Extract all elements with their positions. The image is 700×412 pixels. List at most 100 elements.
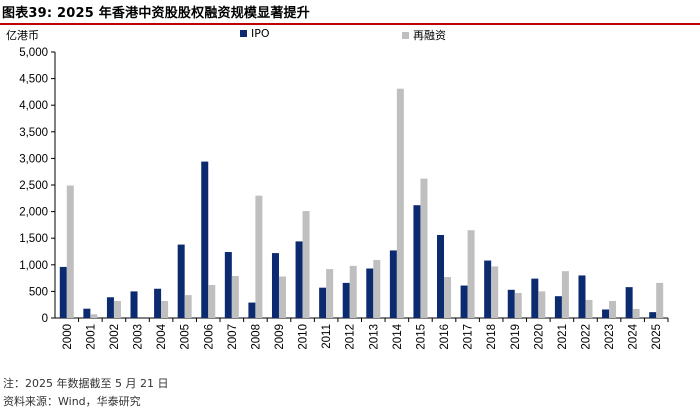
x-tick-label-2007: 2007: [227, 324, 239, 350]
bar-refinancing-2010: [302, 211, 310, 318]
x-tick-label-2014: 2014: [392, 323, 404, 349]
bar-refinancing-2018: [491, 266, 499, 318]
bar-refinancing-2015: [420, 178, 428, 318]
x-tick-label-2025: 2025: [651, 324, 663, 350]
bar-refinancing-2014: [396, 88, 404, 318]
bar-refinancing-2000: [66, 185, 74, 318]
y-tick-label: 4,000: [19, 100, 48, 112]
y-tick-label: 3,500: [19, 127, 48, 139]
bar-ipo-2025: [649, 312, 657, 318]
bar-refinancing-2020: [538, 291, 546, 318]
bar-refinancing-2005: [184, 295, 192, 318]
bar-ipo-2018: [484, 260, 492, 318]
y-tick-label: 1,000: [19, 260, 48, 272]
x-tick-label-2019: 2019: [510, 324, 522, 350]
bar-ipo-2005: [177, 244, 185, 318]
x-tick-label-2001: 2001: [85, 324, 97, 350]
bar-refinancing-2009: [278, 276, 286, 318]
y-tick-label: 0: [42, 313, 48, 325]
y-tick-label: 1,500: [19, 233, 48, 245]
bar-ipo-2004: [154, 288, 162, 318]
x-tick-label-2000: 2000: [62, 324, 74, 350]
bar-ipo-2011: [319, 287, 327, 318]
x-tick-label-2010: 2010: [298, 324, 310, 350]
bar-refinancing-2019: [514, 292, 522, 318]
x-tick-label-2020: 2020: [533, 324, 545, 350]
x-tick-label-2013: 2013: [368, 324, 380, 350]
bar-ipo-2003: [130, 291, 138, 318]
x-tick-label-2008: 2008: [250, 324, 262, 350]
bar-ipo-2013: [366, 268, 374, 318]
x-tick-label-2017: 2017: [463, 324, 475, 350]
bar-refinancing-2024: [632, 308, 640, 318]
footnote: 注：2025 年数据截至 5 月 21 日: [3, 377, 169, 390]
legend-label-ipo: IPO: [251, 27, 270, 40]
y-tick-label: 2,500: [19, 180, 48, 192]
y-tick-label: 3,000: [19, 153, 48, 165]
bar-refinancing-2017: [467, 230, 475, 318]
source-note: 资料来源：Wind，华泰研究: [3, 395, 141, 408]
x-tick-label-2011: 2011: [321, 324, 333, 349]
bar-ipo-2024: [625, 287, 633, 318]
x-tick-label-2021: 2021: [557, 324, 569, 350]
x-tick-label-2018: 2018: [486, 324, 498, 350]
x-tick-label-2003: 2003: [133, 324, 145, 350]
y-axis-unit: 亿港币: [6, 29, 39, 42]
x-tick-label-2006: 2006: [203, 324, 215, 350]
bar-ipo-2002: [106, 297, 114, 318]
bar-ipo-2008: [248, 302, 256, 318]
bar-ipo-2022: [578, 275, 586, 318]
bar-ipo-2006: [201, 161, 209, 318]
legend-label-refinancing: 再融资: [413, 29, 446, 42]
bar-ipo-2020: [531, 278, 539, 318]
bar-ipo-2021: [554, 296, 562, 318]
bar-ipo-2001: [83, 308, 91, 318]
x-tick-label-2016: 2016: [439, 324, 451, 350]
bar-refinancing-2021: [561, 271, 569, 318]
x-tick-label-2002: 2002: [109, 324, 121, 350]
bar-refinancing-2016: [444, 277, 452, 318]
y-tick-label: 5,000: [19, 47, 48, 59]
legend-item-ipo: IPO: [240, 27, 270, 40]
bar-ipo-2010: [295, 241, 303, 318]
bar-ipo-2014: [389, 250, 397, 318]
x-tick-label-2024: 2024: [628, 323, 640, 349]
bar-ipo-2009: [271, 253, 279, 318]
bar-ipo-2019: [507, 289, 515, 318]
bar-refinancing-2007: [231, 275, 239, 318]
x-tick-label-2022: 2022: [580, 324, 592, 350]
y-tick-label: 500: [29, 286, 48, 298]
x-tick-label-2009: 2009: [274, 324, 286, 350]
bar-ipo-2015: [413, 205, 421, 318]
bar-refinancing-2013: [373, 260, 381, 318]
x-tick-label-2004: 2004: [156, 323, 168, 349]
x-tick-label-2023: 2023: [604, 324, 616, 350]
bar-refinancing-2001: [90, 314, 98, 318]
bar-ipo-2007: [224, 252, 232, 318]
y-tick-label: 4,500: [19, 74, 48, 86]
bar-refinancing-2008: [255, 195, 263, 318]
legend-swatch-refinancing: [402, 31, 409, 39]
x-tick-label-2015: 2015: [415, 324, 427, 350]
bar-ipo-2016: [437, 235, 445, 318]
y-tick-label: 2,000: [19, 207, 48, 219]
legend-item-refinancing: 再融资: [402, 27, 446, 43]
bar-refinancing-2023: [609, 300, 617, 318]
bar-refinancing-2012: [349, 265, 357, 318]
chart-title: 图表39: 2025 年香港中资股股权融资规模显著提升: [2, 6, 310, 21]
bar-refinancing-2002: [113, 300, 121, 318]
bar-refinancing-2022: [585, 299, 593, 318]
title-rule: [0, 23, 700, 25]
bar-refinancing-2006: [208, 285, 216, 318]
x-tick-label-2012: 2012: [345, 324, 357, 350]
bar-ipo-2017: [460, 285, 468, 318]
bar-ipo-2000: [59, 266, 67, 318]
bar-refinancing-2025: [656, 282, 664, 318]
legend-swatch-ipo: [240, 30, 247, 37]
x-tick-label-2005: 2005: [180, 324, 192, 350]
bar-ipo-2012: [342, 282, 350, 318]
bar-refinancing-2004: [161, 300, 169, 318]
bar-ipo-2023: [602, 309, 610, 318]
bar-refinancing-2011: [326, 269, 334, 318]
